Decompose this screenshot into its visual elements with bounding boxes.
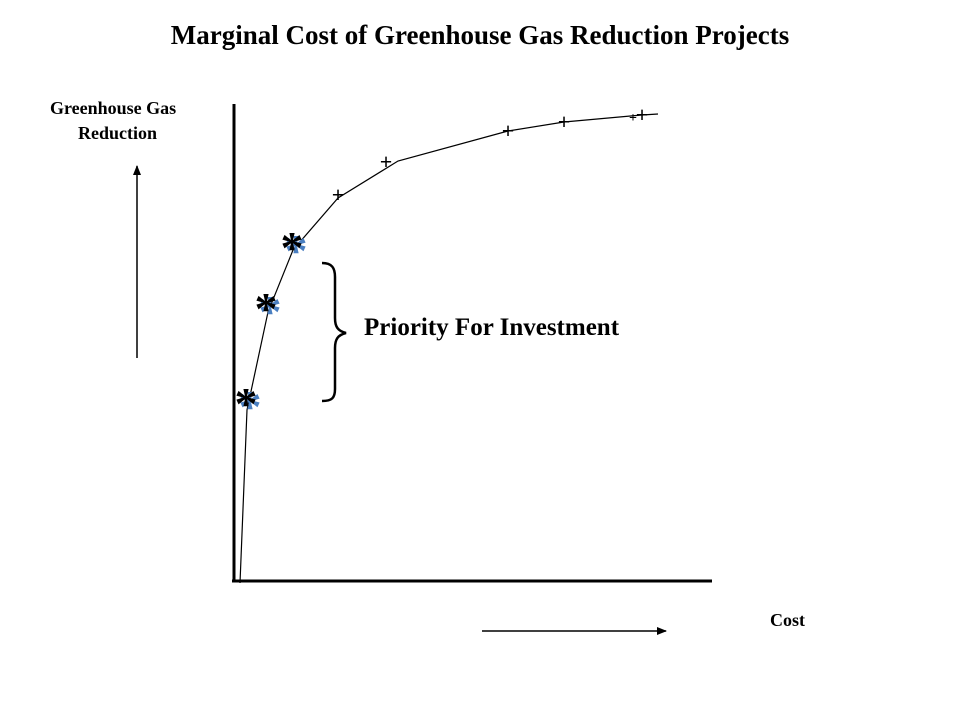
diagram-title: Marginal Cost of Greenhouse Gas Reductio… [170, 20, 790, 50]
y-axis-label-line-2: Reduction [78, 123, 158, 143]
svg-text:*: * [281, 222, 304, 273]
priority-project-marker: * * [255, 283, 282, 337]
project-marker: + [629, 111, 637, 126]
svg-text:*: * [255, 283, 278, 334]
x-axis-label: Cost [770, 610, 805, 630]
priority-annotation: Priority For Investment [364, 314, 620, 341]
project-marker: + [502, 118, 515, 143]
priority-project-marker: * * [235, 378, 262, 432]
y-axis-label-line-1: Greenhouse Gas [50, 98, 177, 118]
marginal-cost-curve [239, 113, 659, 584]
svg-text:*: * [235, 378, 258, 429]
priority-bracket [321, 261, 347, 403]
svg-text:*: * [285, 225, 308, 276]
y-axis-label: Greenhouse Gas Reduction [50, 96, 240, 146]
project-marker: + [380, 149, 393, 174]
priority-project-marker: * * [281, 222, 308, 276]
svg-text:*: * [259, 286, 282, 337]
project-marker: + [558, 109, 571, 134]
svg-text:*: * [239, 381, 262, 432]
project-marker: + [332, 182, 345, 207]
project-marker: + [636, 102, 649, 127]
